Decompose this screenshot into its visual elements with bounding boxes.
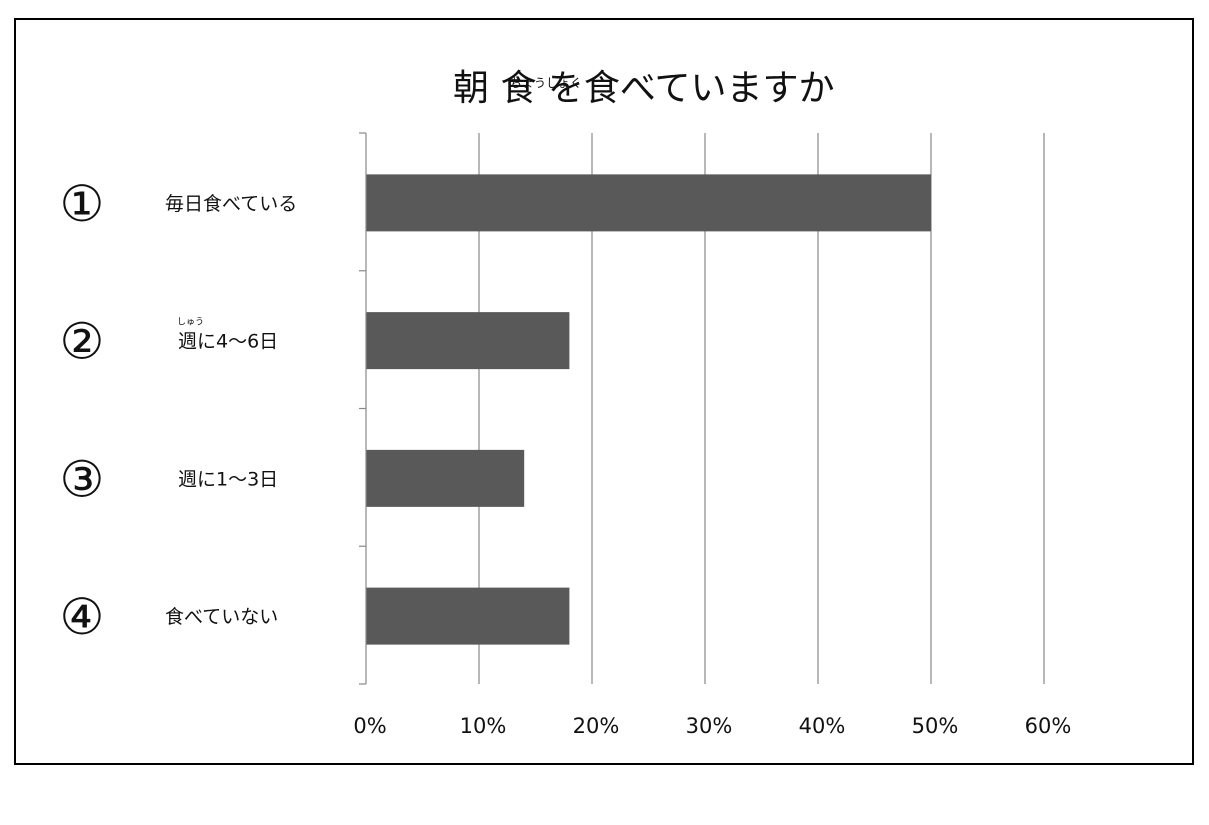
bars [366, 174, 931, 645]
category-number: ① [60, 175, 105, 233]
chart-title-group: ちょうしょく 朝 食 を食べていますか [453, 68, 834, 109]
x-tick-labels: 0% 10% 20% 30% 40% 50% 60% [353, 714, 1071, 738]
category-number: ② [60, 313, 105, 371]
category-label: 食べていない [165, 606, 278, 628]
x-tick-label: 0% [353, 714, 386, 738]
x-tick-label: 50% [912, 714, 959, 738]
category-number: ④ [60, 588, 105, 646]
x-tick-label: 40% [799, 714, 846, 738]
chart-title: 朝 食 を食べていますか [453, 68, 834, 109]
category-label: 毎日食べている [165, 193, 297, 215]
bar [366, 587, 570, 645]
category-ruby: しゅう [177, 317, 204, 328]
category-number: ③ [60, 450, 105, 508]
category-label: 週に1～3日 [178, 468, 278, 490]
category-label: 週に4～6日 [178, 331, 278, 353]
x-tick-label: 20% [573, 714, 620, 738]
chart-frame [14, 18, 1194, 765]
bar [366, 449, 525, 507]
bar [366, 312, 570, 370]
chart-title-ruby: ちょうしょく [510, 76, 582, 90]
category-labels: ① 毎日食べている ② 週に4～6日 しゅう ③ 週に1～3日 ④ 食べていない [60, 175, 298, 646]
x-tick-label: 60% [1025, 714, 1072, 738]
x-tick-label: 10% [460, 714, 507, 738]
x-tick-label: 30% [686, 714, 733, 738]
y-axis [359, 132, 367, 685]
bar [366, 174, 931, 232]
